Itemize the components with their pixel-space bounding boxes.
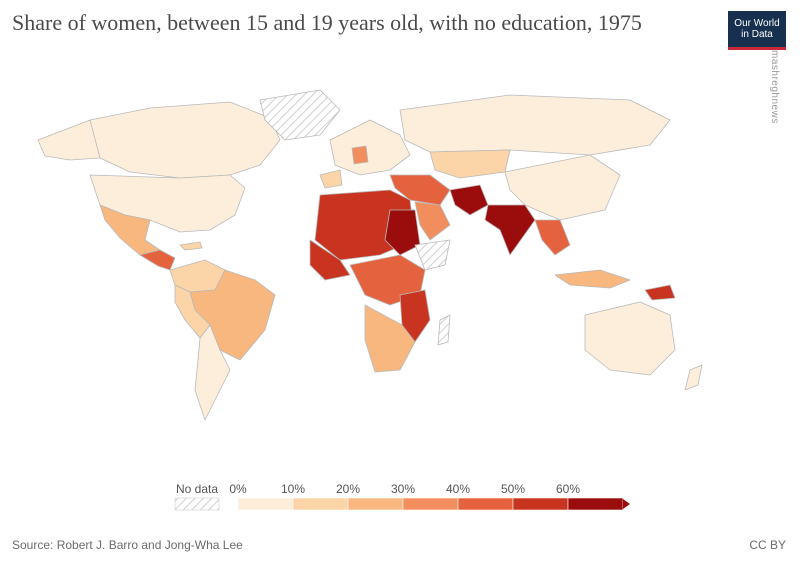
legend-bin xyxy=(347,497,404,511)
country-caribbean xyxy=(179,241,203,251)
license-link[interactable]: CC BY xyxy=(749,538,786,552)
source-note: Source: Robert J. Barro and Jong-Wha Lee xyxy=(12,538,243,552)
legend-bins xyxy=(237,497,624,511)
country-kazakhstan xyxy=(429,149,511,179)
legend-bin xyxy=(567,497,624,511)
country-southeast-asia xyxy=(534,219,571,256)
country-ethiopia-somalia xyxy=(414,239,451,271)
country-west-africa xyxy=(309,239,351,281)
country-australia xyxy=(584,301,676,376)
legend-tick-label: 50% xyxy=(501,482,525,496)
country-canada xyxy=(79,101,281,179)
chart-title: Share of women, between 15 and 19 years … xyxy=(12,10,642,35)
legend-bin xyxy=(512,497,569,511)
country-central-america xyxy=(139,249,176,271)
legend-no-data-label: No data xyxy=(176,482,218,496)
legend-bin xyxy=(292,497,349,511)
world-map xyxy=(37,89,703,421)
country-india xyxy=(484,204,536,256)
watermark-text: mashreghnews xyxy=(769,50,780,124)
country-indonesia xyxy=(554,269,631,289)
legend-bin xyxy=(237,497,294,511)
legend-bin xyxy=(402,497,459,511)
owid-logo[interactable]: Our World in Data xyxy=(728,11,786,50)
legend-ticks: 0% 10% 20% 30% 40% 50% 60% xyxy=(229,482,580,496)
legend-tick-label: 60% xyxy=(556,482,580,496)
legend-arrow-tip xyxy=(623,499,630,509)
country-madagascar xyxy=(437,314,451,346)
country-east-africa xyxy=(399,289,431,343)
country-papua-new-guinea xyxy=(644,284,676,301)
legend-tick-label: 40% xyxy=(446,482,470,496)
country-china xyxy=(504,154,621,221)
country-sudan xyxy=(384,209,421,256)
country-europe xyxy=(329,119,411,176)
country-afghanistan-pakistan xyxy=(449,184,489,216)
country-iberia xyxy=(319,169,343,189)
country-new-zealand xyxy=(684,364,703,391)
legend-bin xyxy=(457,497,514,511)
country-russia xyxy=(399,94,671,156)
country-southern-africa xyxy=(364,304,416,373)
legend-tick-label: 10% xyxy=(281,482,305,496)
country-argentina-chile xyxy=(194,324,231,421)
legend-no-data-swatch xyxy=(174,497,220,511)
country-alaska xyxy=(37,119,101,161)
color-legend: No data 0% 10% 20% 30% 40% 50% 60% xyxy=(174,482,630,511)
legend-tick-label: 30% xyxy=(391,482,415,496)
country-arabia xyxy=(414,201,451,241)
logo-line2: in Data xyxy=(741,29,773,40)
legend-tick-label: 0% xyxy=(229,482,247,496)
country-greenland xyxy=(259,89,341,141)
logo-line1: Our World xyxy=(734,18,780,29)
legend-tick-label: 20% xyxy=(336,482,360,496)
country-germany xyxy=(351,145,369,165)
